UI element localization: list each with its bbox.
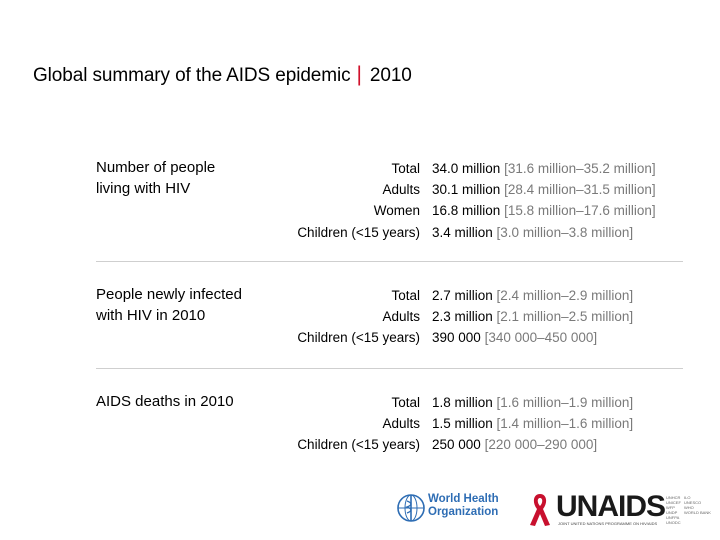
unaids-wordmark: UNAIDS: [556, 490, 666, 523]
table-row: Total 2.7 million [2.4 million–2.9 milli…: [96, 285, 683, 306]
title-separator: |: [356, 63, 362, 86]
value-estimate: 2.3 million: [432, 309, 493, 324]
value-range: [340 000–450 000]: [484, 330, 598, 345]
row-value: 3.4 million [3.0 million–3.8 million]: [432, 222, 633, 243]
row-value: 1.8 million [1.6 million–1.9 million]: [432, 392, 633, 413]
row-label: Adults: [382, 309, 420, 324]
table-row: Total 1.8 million [1.6 million–1.9 milli…: [96, 392, 683, 413]
row-label: Adults: [382, 416, 420, 431]
cosponsor: UNODC: [666, 520, 681, 525]
value-range: [15.8 million–17.6 million]: [504, 203, 656, 218]
cosponsor: UNFPA: [666, 515, 680, 520]
divider: [96, 261, 683, 262]
row-label: Children (<15 years): [297, 225, 420, 240]
value-estimate: 30.1 million: [432, 182, 501, 197]
table-row: Women 16.8 million [15.8 million–17.6 mi…: [96, 200, 683, 221]
unaids-cosponsors-col1: UNHCR UNICEF WFP UNDP UNFPA UNODC: [666, 495, 681, 525]
red-ribbon-icon: [530, 494, 550, 526]
table-row: Total 34.0 million [31.6 million–35.2 mi…: [96, 158, 683, 179]
row-value: 2.7 million [2.4 million–2.9 million]: [432, 285, 633, 306]
value-estimate: 1.5 million: [432, 416, 493, 431]
heading-line-1: People newly infected: [96, 286, 242, 303]
page-title: Global summary of the AIDS epidemic | 2010: [33, 63, 412, 87]
cosponsor: UNESCO: [684, 500, 702, 505]
unaids-cosponsors-col2: ILO UNESCO WHO WORLD BANK: [684, 495, 711, 515]
value-estimate: 2.7 million: [432, 288, 493, 303]
value-range: [220 000–290 000]: [484, 437, 598, 452]
value-estimate: 390 000: [432, 330, 481, 345]
unaids-tagline: JOINT UNITED NATIONS PROGRAMME ON HIV/AI…: [558, 521, 658, 526]
section-newly-infected: People newly infected with HIV in 2010 T…: [96, 284, 683, 354]
table-row: Children (<15 years) 390 000 [340 000–45…: [96, 327, 683, 348]
who-wordmark: World Health Organization: [428, 493, 499, 519]
row-value: 390 000 [340 000–450 000]: [432, 327, 597, 348]
table-row: Adults 2.3 million [2.1 million–2.5 mill…: [96, 306, 683, 327]
value-range: [2.1 million–2.5 million]: [496, 309, 634, 324]
table-row: Children (<15 years) 3.4 million [3.0 mi…: [96, 222, 683, 243]
who-line-2: Organization: [428, 506, 499, 518]
divider: [96, 368, 683, 369]
row-value: 1.5 million [1.4 million–1.6 million]: [432, 413, 633, 434]
value-range: [2.4 million–2.9 million]: [496, 288, 634, 303]
row-value: 34.0 million [31.6 million–35.2 million]: [432, 158, 656, 179]
section-heading: AIDS deaths in 2010: [96, 391, 276, 412]
section-aids-deaths: AIDS deaths in 2010 Total 1.8 million [1…: [96, 391, 683, 461]
table-row: Adults 1.5 million [1.4 million–1.6 mill…: [96, 413, 683, 434]
value-range: [1.6 million–1.9 million]: [496, 395, 634, 410]
table-row: Children (<15 years) 250 000 [220 000–29…: [96, 434, 683, 455]
row-label: Children (<15 years): [297, 437, 420, 452]
value-estimate: 3.4 million: [432, 225, 493, 240]
who-emblem-icon: [397, 494, 425, 522]
row-value: 2.3 million [2.1 million–2.5 million]: [432, 306, 633, 327]
value-range: [28.4 million–31.5 million]: [504, 182, 656, 197]
value-estimate: 16.8 million: [432, 203, 501, 218]
section-living-with-hiv: Number of people living with HIV Total 3…: [96, 157, 683, 247]
footer-logos: World Health Organization UNAIDS JOINT U…: [396, 490, 711, 530]
value-range: [3.0 million–3.8 million]: [496, 225, 634, 240]
cosponsor: UNDP: [666, 510, 678, 515]
table-row: Adults 30.1 million [28.4 million–31.5 m…: [96, 179, 683, 200]
cosponsor: WFP: [666, 505, 675, 510]
row-label: Women: [373, 203, 420, 218]
row-label: Total: [391, 161, 420, 176]
value-range: [1.4 million–1.6 million]: [496, 416, 634, 431]
title-main: Global summary of the AIDS epidemic: [33, 65, 351, 86]
value-range: [31.6 million–35.2 million]: [504, 161, 656, 176]
cosponsor: UNICEF: [666, 500, 681, 505]
row-label: Adults: [382, 182, 420, 197]
row-value: 250 000 [220 000–290 000]: [432, 434, 597, 455]
row-label: Total: [391, 395, 420, 410]
section-heading: Number of people living with HIV: [96, 157, 276, 199]
row-value: 30.1 million [28.4 million–31.5 million]: [432, 179, 656, 200]
cosponsor: ILO: [684, 495, 691, 500]
row-value: 16.8 million [15.8 million–17.6 million]: [432, 200, 656, 221]
section-heading: People newly infected with HIV in 2010: [96, 284, 276, 326]
row-label: Children (<15 years): [297, 330, 420, 345]
cosponsor: WORLD BANK: [684, 510, 711, 515]
cosponsor: UNHCR: [666, 495, 681, 500]
value-estimate: 34.0 million: [432, 161, 501, 176]
who-line-1: World Health: [428, 493, 499, 505]
heading-line-1: AIDS deaths in 2010: [96, 393, 234, 410]
title-year: 2010: [369, 65, 412, 86]
value-estimate: 250 000: [432, 437, 481, 452]
heading-line-2: with HIV in 2010: [96, 307, 206, 324]
heading-line-2: living with HIV: [96, 180, 191, 197]
cosponsor: WHO: [684, 505, 694, 510]
heading-line-1: Number of people: [96, 159, 216, 176]
value-estimate: 1.8 million: [432, 395, 493, 410]
row-label: Total: [391, 288, 420, 303]
